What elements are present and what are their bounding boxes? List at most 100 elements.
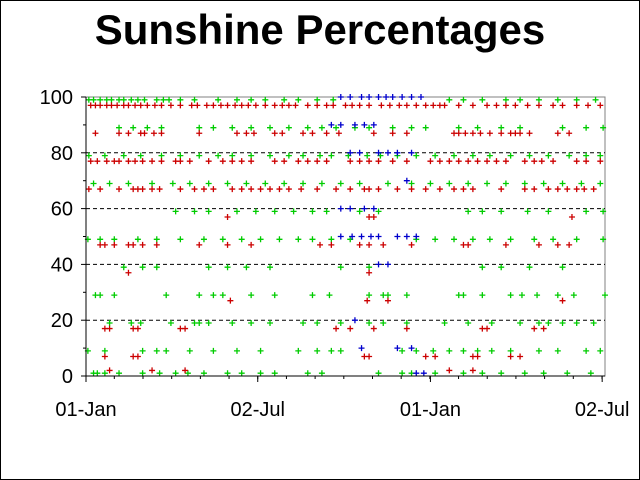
data-point bbox=[304, 124, 311, 131]
data-point bbox=[518, 292, 525, 299]
data-point bbox=[469, 102, 476, 109]
data-point bbox=[101, 347, 108, 354]
data-point bbox=[358, 233, 365, 240]
data-point bbox=[196, 319, 203, 326]
data-point bbox=[205, 264, 212, 271]
data-point bbox=[356, 102, 363, 109]
data-point bbox=[188, 102, 195, 109]
data-point bbox=[233, 347, 240, 354]
data-point bbox=[191, 186, 198, 193]
data-point bbox=[460, 292, 467, 299]
data-point bbox=[408, 94, 415, 100]
data-point bbox=[597, 152, 604, 159]
data-point bbox=[177, 158, 184, 165]
data-point bbox=[333, 124, 340, 131]
data-point bbox=[309, 236, 316, 243]
data-point bbox=[205, 180, 212, 187]
data-point bbox=[314, 347, 321, 354]
data-point bbox=[120, 96, 127, 103]
data-point bbox=[248, 292, 255, 299]
data-point bbox=[191, 96, 198, 103]
data-point bbox=[550, 158, 557, 165]
data-point bbox=[238, 236, 245, 243]
data-point bbox=[484, 180, 491, 187]
data-point bbox=[566, 241, 573, 248]
data-point bbox=[248, 241, 255, 248]
data-point bbox=[182, 325, 189, 332]
data-point bbox=[540, 370, 547, 377]
data-point bbox=[408, 180, 415, 187]
data-point bbox=[205, 208, 212, 215]
data-point bbox=[120, 264, 127, 271]
data-point bbox=[337, 205, 344, 212]
data-point bbox=[300, 180, 307, 187]
data-point bbox=[233, 208, 240, 215]
data-point bbox=[317, 152, 324, 159]
data-point bbox=[554, 347, 561, 354]
data-point bbox=[295, 236, 302, 243]
data-points bbox=[84, 94, 608, 377]
data-point bbox=[413, 233, 420, 240]
data-point bbox=[267, 319, 274, 326]
data-point bbox=[366, 94, 373, 100]
data-point bbox=[156, 370, 163, 377]
data-point bbox=[559, 264, 566, 271]
data-point bbox=[139, 370, 146, 377]
data-point bbox=[87, 158, 94, 165]
data-point bbox=[224, 264, 231, 271]
data-point bbox=[229, 186, 236, 193]
y-tick-label: 20 bbox=[51, 310, 73, 332]
data-point bbox=[248, 158, 255, 165]
data-point bbox=[186, 180, 193, 187]
data-point bbox=[101, 241, 108, 248]
data-point bbox=[271, 208, 278, 215]
data-point bbox=[573, 236, 580, 243]
data-point bbox=[545, 208, 552, 215]
data-point bbox=[134, 236, 141, 243]
data-point bbox=[90, 180, 97, 187]
data-point bbox=[524, 208, 531, 215]
data-point bbox=[149, 186, 156, 193]
data-point bbox=[446, 158, 453, 165]
data-point bbox=[413, 347, 420, 354]
data-point bbox=[203, 102, 210, 109]
data-point bbox=[455, 158, 462, 165]
data-point bbox=[252, 102, 259, 109]
data-point bbox=[300, 152, 307, 159]
data-point bbox=[600, 124, 607, 131]
data-point bbox=[583, 208, 590, 215]
data-point bbox=[196, 241, 203, 248]
data-point bbox=[337, 233, 344, 240]
data-point bbox=[486, 152, 493, 159]
data-point bbox=[169, 180, 176, 187]
data-point bbox=[559, 297, 566, 304]
data-point bbox=[285, 152, 292, 159]
data-point bbox=[182, 367, 189, 374]
data-point bbox=[186, 158, 193, 165]
data-point bbox=[130, 241, 137, 248]
data-point bbox=[111, 292, 118, 299]
data-point bbox=[328, 152, 335, 159]
data-point bbox=[422, 186, 429, 193]
data-point bbox=[455, 102, 462, 109]
data-point bbox=[460, 96, 467, 103]
data-point bbox=[566, 152, 573, 159]
data-point bbox=[597, 158, 604, 165]
data-point bbox=[479, 96, 486, 103]
data-point bbox=[139, 347, 146, 354]
data-point bbox=[248, 152, 255, 159]
data-point bbox=[101, 353, 108, 360]
data-point bbox=[474, 353, 481, 360]
data-point bbox=[196, 124, 203, 131]
x-tick-label: 02-Jul bbox=[575, 399, 629, 421]
data-point bbox=[370, 130, 377, 137]
data-point bbox=[323, 158, 330, 165]
data-point bbox=[554, 130, 561, 137]
data-point bbox=[229, 319, 236, 326]
data-point bbox=[347, 149, 354, 156]
data-point bbox=[469, 130, 476, 137]
data-point bbox=[361, 205, 368, 212]
data-point bbox=[366, 102, 373, 109]
data-point bbox=[285, 186, 292, 193]
data-point bbox=[451, 236, 458, 243]
